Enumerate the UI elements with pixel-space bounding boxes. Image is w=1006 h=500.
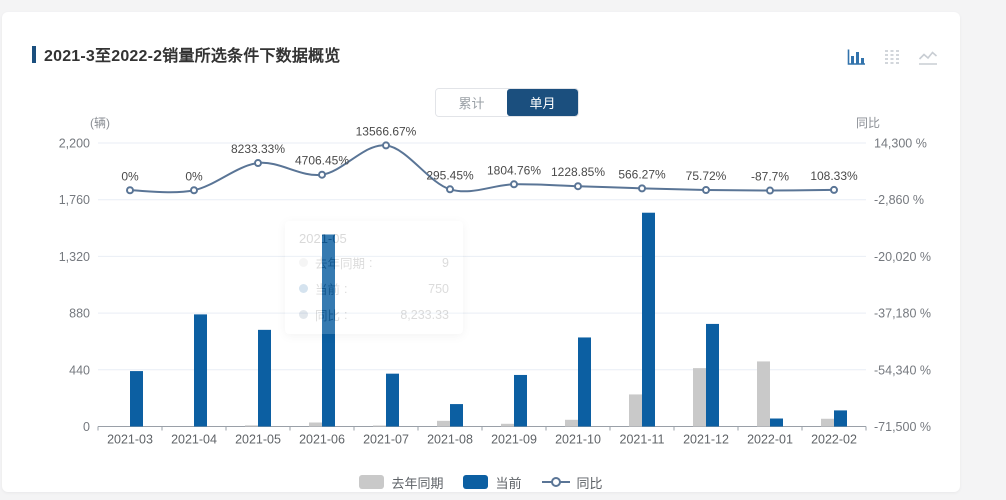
bar-current-2022-01[interactable] (770, 418, 783, 427)
left-axis-tick-label: 1,760 (59, 193, 90, 207)
bar-previous-year-2022-01[interactable] (757, 361, 770, 427)
card-header: 2021-3至2022-2销量所选条件下数据概览 (32, 44, 341, 65)
x-axis-label-2021-12: 2021-12 (683, 433, 729, 447)
yoy-value-label: 1804.76% (487, 163, 541, 177)
left-axis-tick-label: 880 (69, 307, 90, 321)
right-axis-tick-label: -20,020 % (874, 250, 931, 264)
line-point-2021-04[interactable] (190, 186, 198, 195)
bar-previous-year-2021-07[interactable] (373, 425, 386, 427)
right-axis-tick-label: 14,300 % (874, 137, 927, 151)
line-point-2021-06[interactable] (318, 170, 326, 179)
yoy-value-label: 8233.33% (231, 142, 285, 156)
x-axis-label-2021-05: 2021-05 (235, 433, 281, 447)
right-axis-name: 同比 (856, 116, 880, 130)
left-axis-tick-label: 1,320 (59, 250, 90, 264)
line-point-2021-08[interactable] (446, 185, 454, 194)
left-axis-tick-label: 0 (83, 420, 90, 434)
line-point-2022-02[interactable] (830, 185, 838, 194)
line-point-2021-09[interactable] (510, 180, 518, 189)
bar-previous-year-2021-11[interactable] (629, 394, 642, 427)
line-chart-icon[interactable] (918, 48, 938, 66)
left-axis-name: (辆) (90, 116, 110, 130)
legend-item-current[interactable]: 当前 (463, 473, 522, 492)
line-point-2021-07[interactable] (382, 141, 390, 150)
data-view-icon[interactable] (882, 48, 902, 66)
left-axis-tick-label: 2,200 (59, 137, 90, 151)
x-axis-label-2021-10: 2021-10 (555, 433, 601, 447)
right-axis-tick-label: -54,340 % (874, 363, 931, 377)
yoy-value-label: -87.7% (751, 170, 789, 184)
yoy-value-label: 295.45% (426, 168, 474, 182)
right-axis-tick-label: -2,860 % (874, 193, 924, 207)
yoy-value-label: 0% (121, 169, 139, 183)
line-point-2021-10[interactable] (574, 182, 582, 191)
legend-item-previous-year[interactable]: 去年同期 (359, 473, 443, 492)
yoy-value-label: 75.72% (686, 169, 727, 183)
legend-line-marker-yoy (541, 475, 570, 489)
bar-chart-icon[interactable] (846, 48, 866, 66)
toggle-monthly[interactable]: 单月 (507, 89, 578, 116)
legend-label: 同比 (576, 475, 603, 491)
yoy-value-label: 4706.45% (295, 154, 349, 168)
bar-current-2022-02[interactable] (834, 410, 847, 427)
line-point-2021-03[interactable] (126, 186, 134, 195)
bar-previous-year-2021-08[interactable] (437, 420, 450, 427)
x-axis-label-2021-08: 2021-08 (427, 433, 473, 447)
x-axis-label-2021-06: 2021-06 (299, 433, 345, 447)
chart-legend: 去年同期 当前 同比 (2, 472, 960, 492)
yoy-line (129, 144, 835, 194)
bar-current-2021-03[interactable] (130, 371, 143, 427)
view-switcher (846, 48, 938, 66)
bar-previous-year-2021-05[interactable] (245, 425, 258, 427)
bar-previous-year-2021-12[interactable] (693, 368, 706, 427)
line-point-2022-01[interactable] (766, 186, 774, 195)
line-point-2021-05[interactable] (254, 159, 262, 168)
yoy-value-label: 1228.85% (551, 165, 605, 179)
bar-previous-year-2022-02[interactable] (821, 418, 834, 427)
mode-toggle: 累计 单月 (435, 88, 579, 117)
line-point-2021-12[interactable] (702, 185, 710, 194)
yoy-value-label: 108.33% (810, 169, 858, 183)
right-axis-tick-label: -37,180 % (874, 307, 931, 321)
left-axis-tick-label: 440 (69, 363, 90, 377)
legend-item-yoy[interactable]: 同比 (541, 473, 603, 492)
yoy-value-label: 566.27% (618, 167, 666, 181)
legend-label: 当前 (495, 475, 522, 491)
x-axis-label-2021-03: 2021-03 (107, 433, 153, 447)
bar-current-2021-10[interactable] (578, 337, 591, 427)
yoy-value-label: 0% (185, 169, 203, 183)
x-axis-label-2021-07: 2021-07 (363, 433, 409, 447)
bar-current-2021-06[interactable] (322, 234, 335, 427)
yoy-value-label: 13566.67% (356, 124, 417, 138)
bar-current-2021-05[interactable] (258, 329, 271, 427)
bar-previous-year-2021-10[interactable] (565, 419, 578, 427)
toggle-cumulative[interactable]: 累计 (436, 89, 507, 116)
legend-swatch-previous-year (359, 475, 385, 489)
bar-previous-year-2021-06[interactable] (309, 422, 322, 427)
legend-label: 去年同期 (391, 475, 444, 491)
x-axis-label-2021-09: 2021-09 (491, 433, 537, 447)
line-point-2021-11[interactable] (638, 184, 646, 193)
bar-current-2021-04[interactable] (194, 314, 207, 427)
bar-current-2021-11[interactable] (642, 212, 655, 427)
chart-card: 2021-3至2022-2销量所选条件下数据概览 (2, 12, 960, 492)
legend-swatch-current (463, 475, 489, 489)
bar-previous-year-2021-09[interactable] (501, 423, 514, 427)
bar-current-2021-08[interactable] (450, 404, 463, 427)
bar-current-2021-12[interactable] (706, 323, 719, 427)
right-axis-tick-label: -71,500 % (874, 420, 931, 434)
x-axis-label-2022-01: 2022-01 (747, 433, 793, 447)
bar-current-2021-07[interactable] (386, 373, 399, 427)
x-axis-label-2021-04: 2021-04 (171, 433, 217, 447)
page-title: 2021-3至2022-2销量所选条件下数据概览 (44, 48, 341, 65)
title-accent-bar (32, 45, 36, 63)
bar-current-2021-09[interactable] (514, 374, 527, 427)
x-axis-label-2021-11: 2021-11 (620, 433, 665, 447)
x-axis-label-2022-02: 2022-02 (811, 433, 857, 447)
